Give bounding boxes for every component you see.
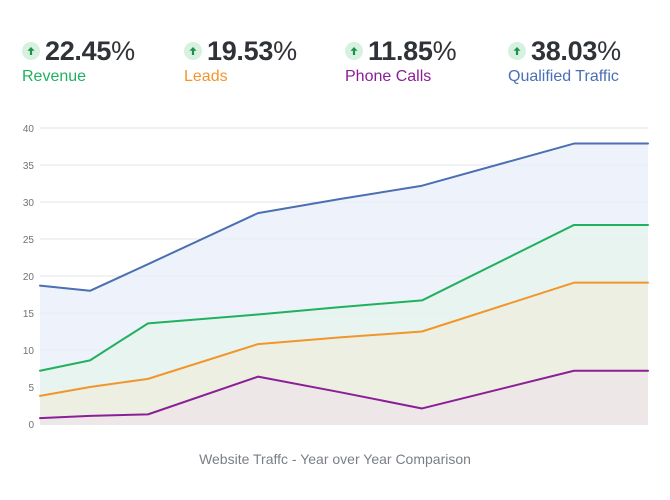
arrow-up-icon [22, 42, 40, 60]
series-area-leads [40, 282, 648, 424]
series-line-qualified-traffic [39, 142, 649, 292]
y-tick-label: 40 [23, 124, 35, 135]
y-tick-label: 0 [28, 420, 34, 431]
kpi-value: 19.53% [207, 35, 297, 66]
kpi-revenue: 22.45% Revenue [22, 34, 135, 86]
chart-title: Website Traffc - Year over Year Comparis… [199, 451, 471, 467]
arrow-up-icon [345, 42, 363, 60]
kpi-qualified-traffic: 38.03% Qualified Traffic [508, 34, 621, 86]
series-line-leads [39, 281, 649, 397]
series-line-revenue [39, 223, 649, 372]
kpi-label: Qualified Traffic [508, 68, 619, 85]
arrow-up-icon [508, 42, 526, 60]
arrow-up-icon [184, 42, 202, 60]
series-area-phone-calls [40, 370, 648, 424]
kpi-value: 22.45% [45, 35, 135, 66]
kpi-value: 11.85% [368, 35, 457, 66]
y-tick-label: 15 [23, 309, 35, 320]
kpi-phone-calls: 11.85% Phone Calls [345, 34, 457, 86]
y-tick-label: 5 [28, 383, 34, 394]
series-line-phone-calls [39, 369, 649, 420]
kpi-value: 38.03% [531, 35, 621, 66]
kpi-label: Leads [184, 68, 228, 85]
y-tick-label: 10 [23, 346, 35, 357]
y-tick-label: 25 [23, 235, 35, 246]
y-tick-label: 20 [23, 272, 35, 283]
kpi-label: Phone Calls [345, 68, 432, 85]
kpi-leads: 19.53% Leads [184, 34, 297, 86]
kpi-label: Revenue [22, 68, 87, 85]
y-tick-label: 35 [23, 161, 35, 172]
y-tick-label: 30 [23, 198, 35, 209]
